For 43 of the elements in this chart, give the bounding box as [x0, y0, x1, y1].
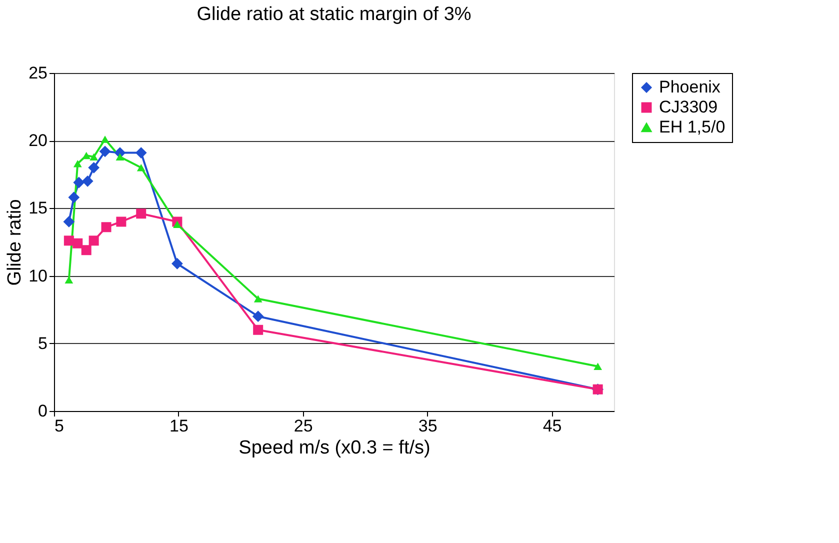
point	[88, 236, 99, 246]
point	[173, 220, 182, 228]
point	[116, 153, 124, 160]
x-tick-label: 5	[54, 416, 64, 436]
x-tick-label: 45	[542, 416, 562, 436]
point	[116, 216, 126, 227]
point	[90, 153, 98, 160]
y-axis-title: Glide ratio	[4, 199, 26, 286]
point	[81, 245, 92, 256]
x-axis-title: Speed m/s (x0.3 = ft/s)	[238, 438, 430, 458]
point	[101, 222, 112, 232]
y-tick-label: 0	[38, 402, 48, 420]
x-tick-label: 25	[294, 416, 313, 436]
point	[253, 324, 264, 335]
point	[254, 295, 262, 302]
point	[73, 176, 85, 188]
point	[136, 164, 146, 172]
point	[252, 310, 264, 322]
x-tick-label: 15	[169, 416, 188, 436]
point	[172, 258, 183, 270]
point	[136, 208, 146, 219]
point	[68, 192, 80, 204]
point	[88, 162, 100, 174]
legend-label: Phoenix	[659, 78, 721, 96]
point	[82, 152, 91, 160]
point	[72, 238, 83, 248]
point	[100, 136, 110, 143]
y-tick-label: 10	[28, 266, 48, 286]
point	[594, 362, 602, 370]
point	[64, 276, 74, 284]
point	[99, 146, 111, 158]
y-tick-label: 5	[38, 334, 48, 353]
point	[73, 160, 82, 168]
legend-label: EH 1,5/0	[659, 118, 726, 136]
point	[135, 147, 147, 158]
y-tick-label: 15	[28, 198, 48, 218]
legend-label: CJ3309	[659, 98, 718, 116]
chart-title: Glide ratio at static margin of 3%	[196, 4, 472, 25]
x-tick-label: 35	[418, 416, 438, 436]
point	[63, 216, 75, 228]
point	[82, 175, 94, 187]
y-tick-label: 20	[28, 131, 48, 150]
y-tick-label: 25	[28, 64, 48, 82]
